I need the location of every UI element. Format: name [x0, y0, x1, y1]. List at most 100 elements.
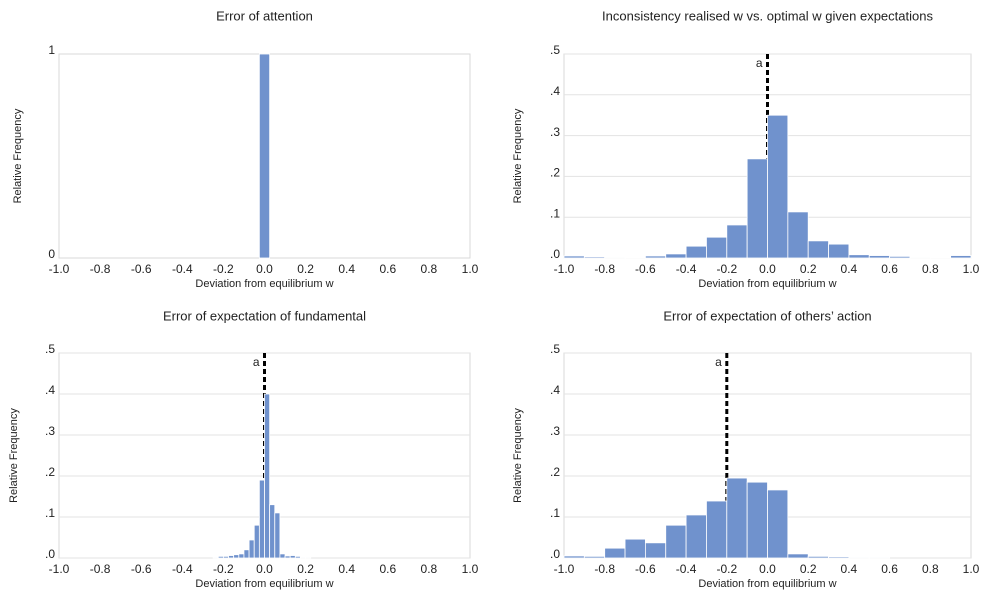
x-axis-label: Deviation from equilibrium w — [698, 578, 836, 590]
x-tick-label: -0.4 — [676, 262, 697, 276]
x-axis-label: Deviation from equilibrium w — [195, 278, 333, 290]
chart-title: Error of attention — [216, 8, 313, 23]
x-tick-label: -0.2 — [213, 262, 234, 276]
x-tick-label: 0.2 — [297, 262, 314, 276]
bar — [563, 555, 585, 559]
chart-title: Error of expectation of others’ action — [663, 308, 871, 323]
x-tick-label: -0.6 — [131, 562, 152, 576]
x-tick-label: 0.8 — [421, 262, 438, 276]
bar — [726, 224, 748, 259]
x-tick-label: -0.4 — [172, 562, 193, 576]
bar — [294, 555, 301, 559]
bar — [706, 500, 728, 559]
bar — [767, 489, 789, 559]
bar — [305, 556, 312, 559]
y-tick-label: .3 — [550, 424, 560, 438]
x-tick-label: 1.0 — [963, 262, 980, 276]
bar — [253, 524, 260, 559]
bar — [269, 504, 276, 559]
bar — [807, 240, 829, 259]
bar — [665, 253, 687, 259]
x-tick-label: -1.0 — [49, 262, 70, 276]
y-tick-label: .3 — [550, 125, 560, 139]
x-axis-label: Deviation from equilibrium w — [195, 578, 333, 590]
bar — [228, 555, 235, 559]
y-tick-label: .5 — [45, 342, 55, 356]
y-tick-label: .3 — [45, 424, 55, 438]
bar — [868, 255, 891, 259]
x-tick-label: 0.4 — [338, 562, 355, 576]
y-tick-label: .4 — [550, 383, 560, 397]
bar — [222, 555, 229, 559]
bar — [604, 547, 626, 559]
y-tick-label: 0 — [48, 247, 55, 261]
annotation: a — [715, 355, 722, 369]
y-tick-label: .1 — [550, 206, 560, 220]
bar — [807, 555, 829, 559]
bar — [264, 393, 271, 559]
bar — [787, 553, 809, 559]
y-tick-label: .0 — [550, 247, 560, 261]
y-tick-label: .2 — [550, 465, 560, 479]
bar — [258, 479, 265, 559]
x-tick-label: 1.0 — [963, 562, 980, 576]
x-tick-label: 0.0 — [759, 562, 776, 576]
x-tick-label: 0.6 — [379, 262, 396, 276]
x-tick-label: 0.2 — [800, 562, 817, 576]
bar — [645, 255, 667, 259]
bar — [828, 243, 850, 259]
bar — [284, 555, 291, 559]
y-tick-label: .5 — [550, 342, 560, 356]
bar — [828, 556, 850, 559]
y-tick-label: .1 — [550, 506, 560, 520]
x-tick-label: -0.2 — [716, 562, 737, 576]
x-tick-label: -0.6 — [635, 562, 656, 576]
x-axis-label: Deviation from equilibrium w — [698, 278, 836, 290]
y-tick-label: .2 — [45, 465, 55, 479]
bar — [258, 53, 271, 259]
y-axis-label: Relative Frequency — [8, 408, 20, 503]
bar — [848, 556, 870, 559]
bar — [706, 236, 728, 259]
x-tick-label: -0.8 — [594, 562, 615, 576]
x-tick-label: 0.4 — [338, 262, 355, 276]
bar — [726, 477, 748, 559]
bar — [787, 211, 809, 259]
bar — [233, 554, 240, 559]
x-tick-label: 0.8 — [922, 262, 939, 276]
x-tick-label: 0.0 — [256, 562, 273, 576]
bar — [212, 556, 219, 559]
x-tick-label: -1.0 — [554, 562, 575, 576]
y-tick-label: .5 — [550, 43, 560, 57]
y-axis-label: Relative Frequency — [512, 408, 524, 503]
x-tick-label: -0.6 — [131, 262, 152, 276]
bar — [238, 553, 245, 559]
chart-title: Inconsistency realised w vs. optimal w g… — [602, 8, 933, 23]
x-tick-label: 0.0 — [759, 262, 776, 276]
y-axis-label: Relative Frequency — [12, 108, 24, 203]
bar — [848, 254, 870, 259]
bar — [217, 555, 224, 559]
bar — [889, 255, 911, 259]
y-tick-label: .4 — [45, 383, 55, 397]
bar — [563, 255, 585, 259]
y-tick-label: .2 — [550, 166, 560, 180]
x-tick-label: -0.8 — [90, 262, 111, 276]
bar — [665, 524, 687, 559]
y-tick-label: .0 — [45, 547, 55, 561]
y-axis-label: Relative Frequency — [512, 108, 524, 203]
x-tick-label: 0.4 — [841, 562, 858, 576]
bar — [289, 555, 296, 559]
x-tick-label: 1.0 — [462, 262, 479, 276]
bar — [950, 255, 972, 259]
x-tick-label: 0.6 — [379, 562, 396, 576]
bar — [767, 114, 789, 259]
bar — [645, 542, 667, 559]
bar — [746, 158, 768, 259]
x-tick-label: 0.6 — [881, 562, 898, 576]
bar — [868, 556, 891, 559]
x-tick-label: -0.2 — [213, 562, 234, 576]
bar — [243, 549, 250, 559]
x-tick-label: -0.8 — [90, 562, 111, 576]
